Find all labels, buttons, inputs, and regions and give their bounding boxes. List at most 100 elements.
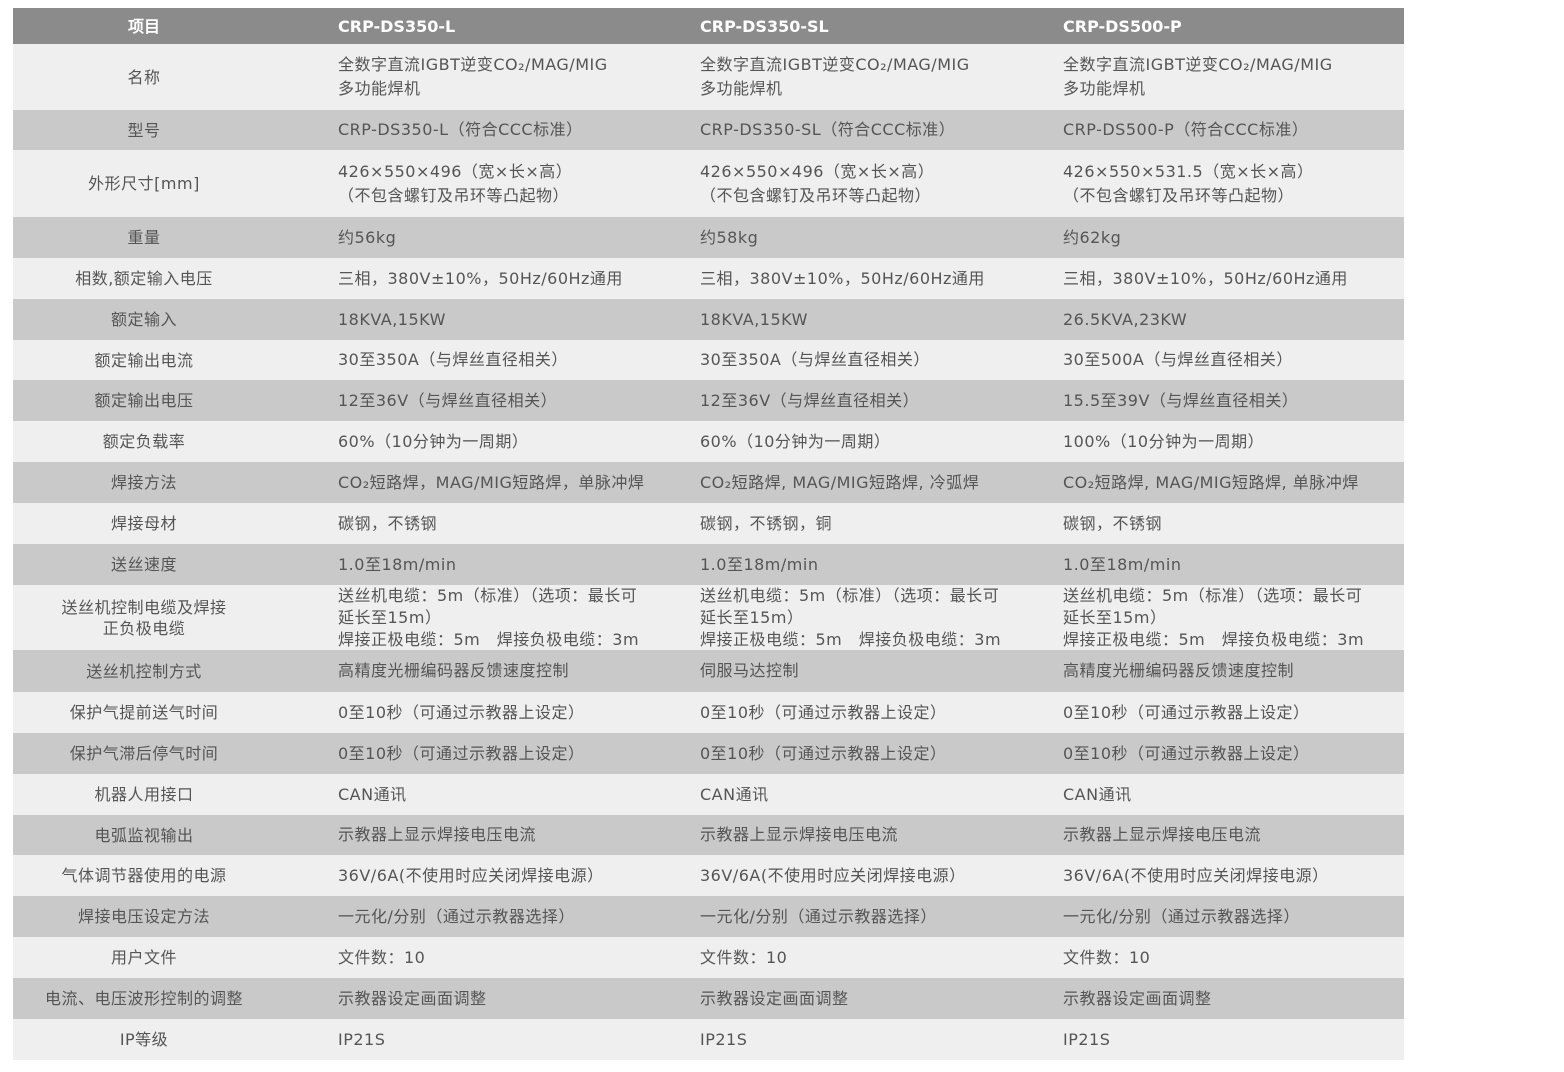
table-row: 机器人用接口 CAN通讯 CAN通讯 CAN通讯 bbox=[13, 774, 1404, 815]
row-label: 额定输出电压 bbox=[94, 391, 194, 410]
row-value: 伺服马达控制 bbox=[700, 661, 800, 680]
row-value: 12至36V（与焊丝直径相关） bbox=[700, 390, 920, 410]
row-value: 0至10秒（可通过示教器上设定） bbox=[338, 743, 585, 763]
row-value: 一元化/分别（通过示教器选择） bbox=[700, 906, 937, 926]
row-value: 一元化/分别（通过示教器选择） bbox=[338, 906, 575, 926]
row-value: 426×550×531.5（宽×长×高） （不包含螺钉及吊环等凸起物） bbox=[1063, 161, 1314, 205]
row-value: 1.0至18m/min bbox=[338, 554, 457, 574]
row-value: 高精度光栅编码器反馈速度控制 bbox=[338, 661, 570, 680]
row-value: 12至36V（与焊丝直径相关） bbox=[338, 390, 558, 410]
table-row: IP等级 IP21S IP21S IP21S bbox=[13, 1019, 1404, 1060]
row-value: 426×550×496（宽×长×高） （不包含螺钉及吊环等凸起物） bbox=[338, 161, 573, 205]
row-value: 三相，380V±10%，50Hz/60Hz通用 bbox=[700, 268, 985, 288]
table-row: 外形尺寸[mm] 426×550×496（宽×长×高） （不包含螺钉及吊环等凸起物… bbox=[13, 150, 1404, 217]
row-value: 全数字直流IGBT逆变CO₂/MAG/MIG 多功能焊机 bbox=[338, 55, 608, 98]
row-value: 1.0至18m/min bbox=[1063, 554, 1182, 574]
table-row: 额定输出电压 12至36V（与焊丝直径相关） 12至36V（与焊丝直径相关） 15.5… bbox=[13, 380, 1404, 421]
row-value: CRP-DS350-L（符合CCC标准） bbox=[338, 120, 583, 139]
row-value: 36V/6A(不使用时应关闭焊接电源） bbox=[700, 865, 966, 885]
row-label: 用户文件 bbox=[110, 948, 177, 967]
table-row: 额定负载率 60%（10分钟为一周期） 60%（10分钟为一周期） 100%（10分钟… bbox=[13, 421, 1404, 462]
row-value: 426×550×496（宽×长×高） （不包含螺钉及吊环等凸起物） bbox=[700, 161, 935, 205]
header-model-3: CRP-DS500-P bbox=[1063, 16, 1182, 36]
table-row: 保护气提前送气时间 0至10秒（可通过示教器上设定） 0至10秒（可通过示教器上设定… bbox=[13, 692, 1404, 733]
row-value: 示教器设定画面调整 bbox=[338, 988, 487, 1008]
row-label: 送丝速度 bbox=[110, 555, 177, 574]
row-label: 保护气提前送气时间 bbox=[69, 703, 219, 722]
table-row: 送丝速度 1.0至18m/min 1.0至18m/min 1.0至18m/min bbox=[13, 544, 1404, 585]
row-label: 送丝机控制电缆及焊接 正负极电缆 bbox=[61, 597, 227, 638]
table-row: 额定输出电流 30至350A（与焊丝直径相关） 30至350A（与焊丝直径相关） 30… bbox=[13, 340, 1404, 380]
row-value: 约58kg bbox=[700, 227, 759, 247]
row-value: CRP-DS350-SL（符合CCC标准） bbox=[700, 120, 956, 139]
row-value: 三相，380V±10%，50Hz/60Hz通用 bbox=[338, 268, 623, 288]
table-row: 型号 CRP-DS350-L（符合CCC标准） CRP-DS350-SL（符合CCC… bbox=[13, 110, 1404, 150]
table-row: 名称 全数字直流IGBT逆变CO₂/MAG/MIG 多功能焊机 全数字直流IGBT逆… bbox=[13, 44, 1404, 110]
row-value: 约62kg bbox=[1063, 227, 1122, 247]
table-row: 送丝机控制电缆及焊接 正负极电缆 送丝机电缆：5m（标准）（选项：最长可 延长至1… bbox=[13, 585, 1404, 650]
row-value: 一元化/分别（通过示教器选择） bbox=[1063, 906, 1300, 926]
row-value: 60%（10分钟为一周期） bbox=[338, 431, 529, 451]
row-value: 18KVA,15KW bbox=[700, 309, 808, 329]
row-value: 30至350A（与焊丝直径相关） bbox=[338, 350, 568, 369]
row-label: 额定负载率 bbox=[102, 432, 186, 451]
row-label: 名称 bbox=[127, 67, 161, 87]
row-label: 额定输出电流 bbox=[94, 350, 194, 370]
row-value: 文件数：10 bbox=[700, 947, 788, 967]
row-value: 送丝机电缆：5m（标准）（选项：最长可 延长至15m） 焊接正极电缆：5m 焊接… bbox=[338, 585, 640, 649]
row-value: 30至500A（与焊丝直径相关） bbox=[1063, 350, 1293, 369]
row-value: 18KVA,15KW bbox=[338, 309, 446, 329]
row-label: 重量 bbox=[127, 228, 161, 247]
row-value: 1.0至18m/min bbox=[700, 554, 819, 574]
row-value: CO₂短路焊，MAG/MIG短路焊，单脉冲焊 bbox=[338, 472, 645, 492]
row-value: IP21S bbox=[338, 1029, 386, 1049]
row-value: CAN通讯 bbox=[700, 784, 769, 804]
row-label: IP等级 bbox=[119, 1030, 169, 1049]
table-row: 用户文件 文件数：10 文件数：10 文件数：10 bbox=[13, 937, 1404, 978]
row-value: 三相，380V±10%，50Hz/60Hz通用 bbox=[1063, 268, 1348, 288]
row-value: 高精度光栅编码器反馈速度控制 bbox=[1063, 661, 1295, 680]
table-row: 保护气滞后停气时间 0至10秒（可通过示教器上设定） 0至10秒（可通过示教器上设定… bbox=[13, 733, 1404, 774]
table-row: 气体调节器使用的电源 36V/6A(不使用时应关闭焊接电源） 36V/6A(不使用时… bbox=[13, 855, 1404, 896]
row-value: CRP-DS500-P（符合CCC标准） bbox=[1063, 120, 1309, 139]
row-value: 60%（10分钟为一周期） bbox=[700, 431, 891, 451]
row-value: CO₂短路焊, MAG/MIG短路焊, 单脉冲焊 bbox=[1063, 472, 1359, 492]
table-row: 额定输入 18KVA,15KW 18KVA,15KW 26.5KVA,23KW bbox=[13, 299, 1404, 340]
row-value: 文件数：10 bbox=[338, 947, 426, 967]
row-value: IP21S bbox=[1063, 1029, 1111, 1049]
row-value: CAN通讯 bbox=[1063, 784, 1132, 804]
spec-table: 项目 CRP-DS350-L CRP-DS350-SL CRP-DS500-P … bbox=[13, 8, 1404, 1060]
row-label: 送丝机控制方式 bbox=[86, 661, 202, 681]
row-value: 0至10秒（可通过示教器上设定） bbox=[338, 702, 585, 722]
row-value: 全数字直流IGBT逆变CO₂/MAG/MIG 多功能焊机 bbox=[700, 55, 970, 98]
row-value: 送丝机电缆：5m（标准）（选项：最长可 延长至15m） 焊接正极电缆：5m 焊接… bbox=[700, 585, 1002, 649]
row-value: 文件数：10 bbox=[1063, 947, 1151, 967]
row-value: 送丝机电缆：5m（标准）（选项：最长可 延长至15m） 焊接正极电缆：5m 焊接… bbox=[1063, 585, 1365, 649]
row-value: 0至10秒（可通过示教器上设定） bbox=[1063, 743, 1310, 763]
row-label: 额定输入 bbox=[110, 310, 177, 329]
row-value: 碳钢，不锈钢，铜 bbox=[700, 513, 833, 533]
table-row: 电弧监视输出 示教器上显示焊接电压电流 示教器上显示焊接电压电流 示教器上显示焊接电压… bbox=[13, 815, 1404, 855]
row-value: 30至350A（与焊丝直径相关） bbox=[700, 350, 930, 369]
header-model-1: CRP-DS350-L bbox=[338, 16, 456, 36]
table-row: 重量 约56kg 约58kg 约62kg bbox=[13, 217, 1404, 258]
row-value: 全数字直流IGBT逆变CO₂/MAG/MIG 多功能焊机 bbox=[1063, 55, 1333, 98]
table-row: 焊接方法 CO₂短路焊，MAG/MIG短路焊，单脉冲焊 CO₂短路焊, MAG/MI… bbox=[13, 462, 1404, 503]
row-label: 气体调节器使用的电源 bbox=[61, 866, 227, 885]
table-row: 电流、电压波形控制的调整 示教器设定画面调整 示教器设定画面调整 示教器设定画面调整 bbox=[13, 978, 1404, 1019]
row-label: 焊接电压设定方法 bbox=[77, 907, 210, 926]
row-value: 约56kg bbox=[338, 227, 397, 247]
row-value: 示教器上显示焊接电压电流 bbox=[338, 825, 537, 844]
table-row: 相数,额定输入电压 三相，380V±10%，50Hz/60Hz通用 三相，380V±… bbox=[13, 258, 1404, 299]
row-value: 碳钢，不锈钢 bbox=[1063, 513, 1163, 533]
row-value: 36V/6A(不使用时应关闭焊接电源） bbox=[1063, 865, 1329, 885]
row-value: 100%（10分钟为一周期） bbox=[1063, 431, 1265, 451]
table-row: 焊接电压设定方法 一元化/分别（通过示教器选择） 一元化/分别（通过示教器选择） 一元… bbox=[13, 896, 1404, 937]
header-item: 项目 bbox=[127, 16, 160, 36]
row-value: 示教器上显示焊接电压电流 bbox=[700, 825, 899, 844]
header-model-2: CRP-DS350-SL bbox=[700, 16, 829, 36]
row-label: 外形尺寸[mm] bbox=[88, 174, 200, 193]
row-value: 36V/6A(不使用时应关闭焊接电源） bbox=[338, 865, 604, 885]
row-value: 示教器上显示焊接电压电流 bbox=[1063, 825, 1262, 844]
row-label: 型号 bbox=[127, 120, 161, 140]
